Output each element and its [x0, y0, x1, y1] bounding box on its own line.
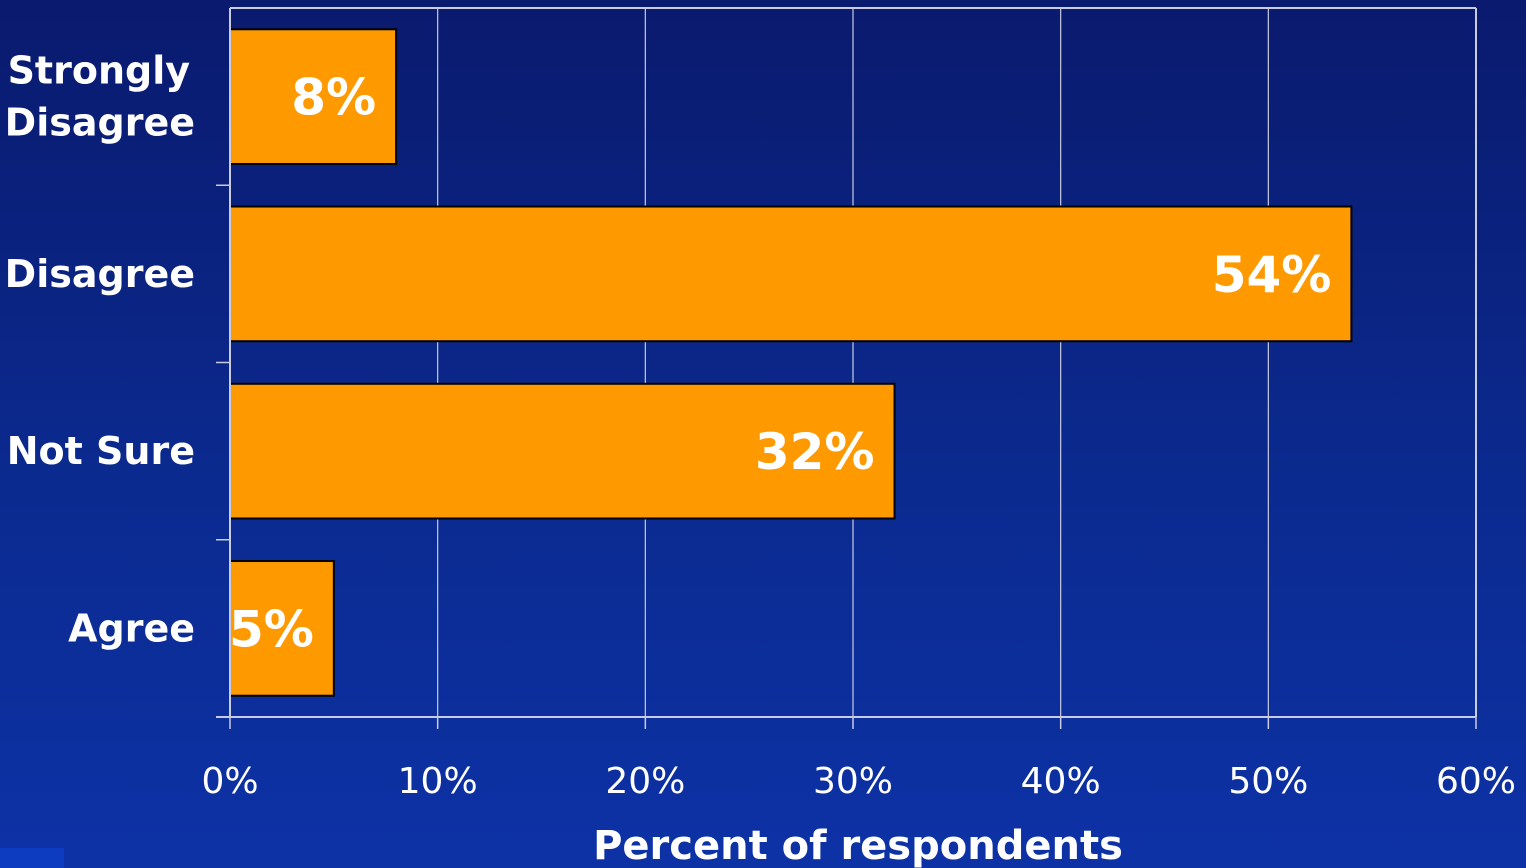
x-tick-label: 60% [1436, 761, 1516, 802]
x-tick-label: 40% [1021, 761, 1101, 802]
corner-logo [0, 848, 64, 868]
data-label: 5% [229, 600, 314, 658]
x-tick-label: 10% [398, 761, 478, 802]
x-tick-label: 50% [1228, 761, 1308, 802]
category-label-line: Disagree [5, 101, 195, 145]
category-label: Agree [68, 606, 195, 650]
x-tick-label: 30% [813, 761, 893, 802]
data-label: 54% [1212, 246, 1332, 304]
category-label-line: Strongly [8, 49, 191, 93]
x-axis-title: Percent of respondents [593, 823, 1123, 868]
bars [229, 28, 1353, 697]
data-label: 8% [291, 69, 376, 127]
x-tick-label: 0% [201, 761, 258, 802]
bar [229, 560, 335, 697]
category-label: Not Sure [7, 429, 195, 473]
category-label: Strongly Disagree [5, 49, 195, 145]
bar [229, 382, 896, 520]
x-tick-label: 20% [605, 761, 685, 802]
category-label: Disagree [5, 252, 195, 296]
category-label-line: Not Sure [7, 429, 195, 473]
category-label-line: Disagree [5, 252, 195, 296]
bar [229, 205, 1353, 343]
data-label: 32% [755, 423, 875, 481]
axes [216, 8, 1477, 729]
category-label-line: Agree [68, 606, 195, 650]
gridlines [230, 7, 1477, 717]
labels: 0% 10% 20% 30% 40% 50% 60% 8% Strongly Disagree 54… [5, 49, 1516, 802]
